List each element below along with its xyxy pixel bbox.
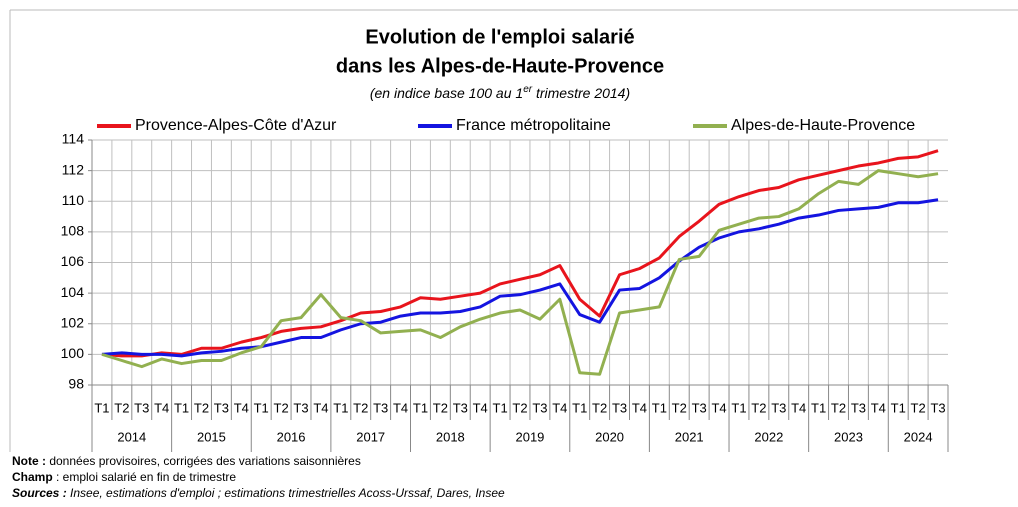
x-tick-label: T1 xyxy=(652,400,667,415)
x-tick-label: T1 xyxy=(174,400,189,415)
series-line xyxy=(101,169,939,376)
x-tick-label: T3 xyxy=(373,400,388,415)
x-tick-label: T2 xyxy=(831,400,846,415)
x-tick-label: T4 xyxy=(711,400,726,415)
series-line xyxy=(101,149,939,358)
legend-label: Provence-Alpes-Côte d'Azur xyxy=(135,117,337,134)
x-tick-label: T2 xyxy=(672,400,687,415)
x-tick-label: T4 xyxy=(871,400,886,415)
year-label: 2017 xyxy=(356,429,385,444)
x-tick-label: T4 xyxy=(393,400,408,415)
year-label: 2024 xyxy=(904,429,933,444)
year-label: 2021 xyxy=(675,429,704,444)
x-tick-label: T3 xyxy=(612,400,627,415)
series-line xyxy=(101,198,939,358)
x-tick-label: T1 xyxy=(254,400,269,415)
note-text: données provisoires, corrigées des varia… xyxy=(46,454,361,468)
note: Note : données provisoires, corrigées de… xyxy=(12,454,361,468)
y-tick-label: 100 xyxy=(61,345,85,361)
x-tick-label: T3 xyxy=(293,400,308,415)
year-label: 2014 xyxy=(117,429,146,444)
y-tick-label: 98 xyxy=(68,376,84,392)
note-label: Note : xyxy=(12,454,46,468)
x-tick-label: T1 xyxy=(94,400,109,415)
year-label: 2018 xyxy=(436,429,465,444)
year-label: 2020 xyxy=(595,429,624,444)
legend-label: Alpes-de-Haute-Provence xyxy=(731,117,915,134)
x-tick-label: T2 xyxy=(353,400,368,415)
x-tick-label: T3 xyxy=(692,400,707,415)
x-tick-label: T2 xyxy=(194,400,209,415)
x-tick-label: T2 xyxy=(592,400,607,415)
y-tick-label: 114 xyxy=(62,131,85,147)
y-tick-label: 112 xyxy=(62,161,85,177)
chart-title: dans les Alpes-de-Haute-Provence xyxy=(336,55,664,77)
subtitle-sup: er xyxy=(523,84,533,95)
legend-label: France métropolitaine xyxy=(456,117,611,134)
x-tick-label: T4 xyxy=(473,400,488,415)
subtitle-part: trimestre 2014) xyxy=(532,85,630,101)
x-tick-label: T3 xyxy=(453,400,468,415)
y-tick-label: 106 xyxy=(61,253,85,269)
x-tick-label: T4 xyxy=(154,400,169,415)
x-tick-label: T3 xyxy=(134,400,149,415)
note-text: : emploi salarié en fin de trimestre xyxy=(53,470,237,484)
note: Sources : Insee, estimations d'emploi ; … xyxy=(12,486,505,500)
x-tick-label: T3 xyxy=(532,400,547,415)
note-label: Champ xyxy=(12,470,53,484)
x-tick-label: T1 xyxy=(811,400,826,415)
x-tick-label: T3 xyxy=(851,400,866,415)
year-label: 2022 xyxy=(754,429,783,444)
x-tick-label: T2 xyxy=(114,400,129,415)
year-label: 2015 xyxy=(197,429,226,444)
x-tick-label: T2 xyxy=(433,400,448,415)
year-label: 2023 xyxy=(834,429,863,444)
year-label: 2016 xyxy=(277,429,306,444)
x-tick-label: T4 xyxy=(632,400,647,415)
y-tick-label: 104 xyxy=(61,284,85,300)
x-tick-label: T1 xyxy=(572,400,587,415)
y-tick-label: 102 xyxy=(61,314,85,330)
y-tick-label: 110 xyxy=(62,192,85,208)
x-tick-label: T4 xyxy=(791,400,806,415)
x-tick-label: T2 xyxy=(911,400,926,415)
x-tick-label: T1 xyxy=(333,400,348,415)
y-tick-label: 108 xyxy=(61,223,85,239)
x-tick-label: T3 xyxy=(214,400,229,415)
x-tick-label: T1 xyxy=(731,400,746,415)
note-text: Insee, estimations d'emploi ; estimation… xyxy=(67,486,505,500)
x-tick-label: T2 xyxy=(751,400,766,415)
x-tick-label: T2 xyxy=(274,400,289,415)
x-tick-label: T4 xyxy=(552,400,567,415)
note: Champ : emploi salarié en fin de trimest… xyxy=(12,470,236,484)
x-tick-label: T2 xyxy=(512,400,527,415)
x-tick-label: T3 xyxy=(930,400,945,415)
x-tick-label: T3 xyxy=(771,400,786,415)
chart-subtitle: (en indice base 100 au 1er trimestre 201… xyxy=(370,84,630,101)
note-label: Sources : xyxy=(12,486,67,500)
x-tick-label: T1 xyxy=(493,400,508,415)
x-tick-label: T1 xyxy=(413,400,428,415)
year-label: 2019 xyxy=(515,429,544,444)
x-tick-label: T4 xyxy=(313,400,328,415)
chart-title: Evolution de l'emploi salarié xyxy=(365,26,634,48)
x-tick-label: T1 xyxy=(891,400,906,415)
x-tick-label: T4 xyxy=(234,400,249,415)
subtitle-part: (en indice base 100 au 1 xyxy=(370,85,523,101)
